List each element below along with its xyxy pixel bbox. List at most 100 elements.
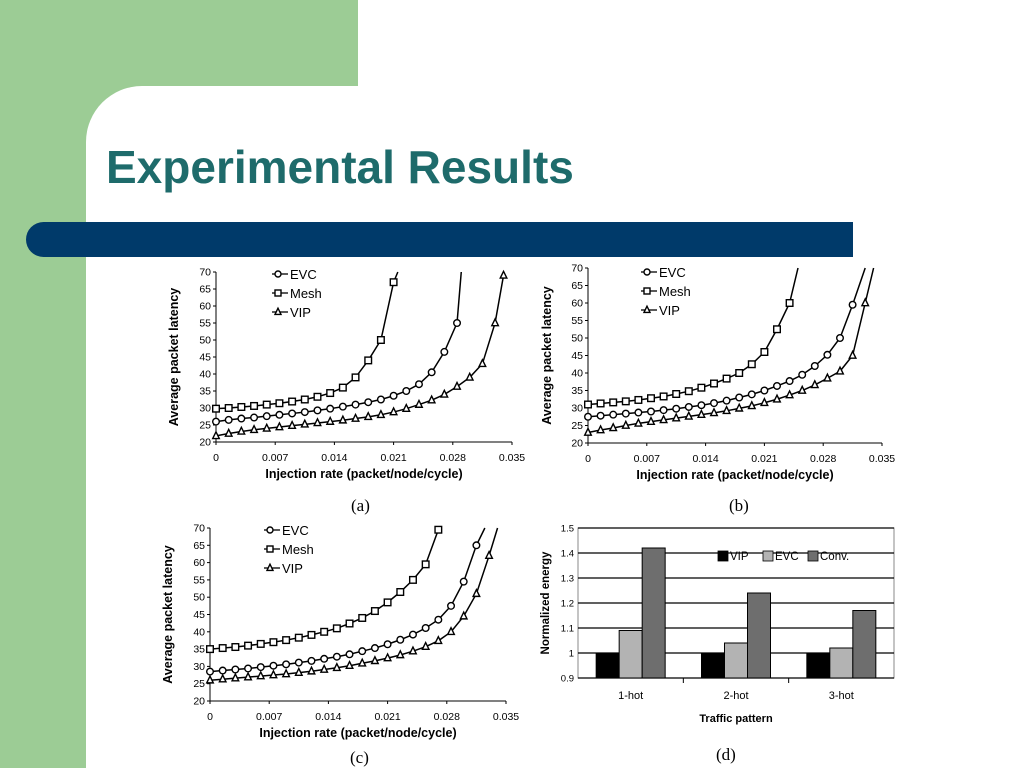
data-point-evc	[722, 396, 731, 405]
bar-vip-1-hot	[595, 652, 620, 679]
data-point-vip	[608, 422, 618, 432]
data-point-mesh	[332, 624, 341, 633]
data-point-evc	[697, 401, 706, 410]
x-tick-label: 3-hot	[829, 690, 854, 702]
data-point-evc	[313, 406, 322, 415]
data-point-mesh	[434, 525, 443, 534]
x-tick-label: 0	[207, 711, 213, 723]
y-tick-label: 30	[199, 403, 211, 415]
data-point-vip	[633, 417, 643, 427]
data-point-evc	[421, 623, 430, 632]
bar-conv-3-hot	[852, 610, 877, 679]
data-point-mesh	[364, 356, 373, 365]
x-tick-label: 0.035	[493, 711, 519, 723]
data-point-vip	[499, 269, 508, 279]
bar-conv-2-hot	[747, 592, 771, 679]
legend-marker-mesh	[643, 287, 651, 295]
data-point-vip	[722, 405, 732, 415]
data-point-evc	[332, 652, 341, 661]
data-point-evc	[408, 630, 417, 639]
data-point-evc	[358, 647, 367, 656]
data-point-vip	[446, 626, 456, 636]
data-point-evc	[453, 319, 462, 328]
y-tick-label: 55	[193, 574, 205, 586]
caption-a: (a)	[351, 496, 370, 515]
data-point-mesh	[244, 641, 253, 650]
data-point-evc	[634, 408, 643, 417]
data-point-evc	[269, 661, 278, 670]
legend-label-evc: EVC	[282, 523, 309, 538]
data-point-mesh	[722, 374, 731, 383]
caption-d: (d)	[716, 745, 736, 764]
x-tick-label: 0.007	[256, 711, 282, 723]
legend-label-evc: EVC	[775, 551, 799, 563]
data-point-vip	[747, 400, 757, 410]
x-tick-label: 0.028	[440, 452, 466, 464]
data-point-vip	[224, 427, 234, 437]
y-tick-label: 65	[199, 284, 211, 296]
y-tick-label: 30	[571, 403, 583, 415]
y-tick-label: 30	[193, 661, 205, 673]
y-tick-label: 70	[193, 523, 205, 535]
data-point-vip	[797, 384, 807, 394]
data-point-mesh	[596, 399, 605, 408]
y-tick-label: 1	[569, 649, 574, 660]
series-line-mesh	[215, 271, 399, 410]
data-point-evc	[647, 407, 656, 416]
data-point-evc	[440, 347, 449, 356]
legend-label-mesh: Mesh	[290, 286, 322, 301]
data-point-mesh	[659, 392, 668, 401]
data-point-vip	[471, 588, 481, 598]
legend-marker-mesh	[274, 289, 282, 297]
data-point-mesh	[773, 325, 782, 334]
data-point-evc	[760, 386, 769, 395]
y-tick-label: 65	[571, 280, 583, 292]
data-point-vip	[300, 418, 310, 428]
x-tick-label: 0.007	[634, 453, 660, 465]
y-axis-label: Average packet latency	[540, 286, 554, 425]
bar-vip-2-hot	[701, 652, 725, 679]
data-point-mesh	[760, 348, 769, 357]
y-tick-label: 55	[571, 315, 583, 327]
data-point-vip	[759, 397, 769, 407]
data-point-vip	[281, 668, 291, 678]
data-point-mesh	[218, 644, 227, 653]
data-point-vip	[357, 657, 367, 667]
data-point-mesh	[351, 373, 360, 382]
x-axis-label: Traffic pattern	[699, 713, 773, 725]
data-point-evc	[262, 412, 271, 421]
data-point-evc	[447, 601, 456, 610]
x-tick-label: 0.007	[262, 452, 288, 464]
y-tick-label: 1.4	[561, 549, 574, 560]
data-point-evc	[320, 654, 329, 663]
data-point-evc	[836, 334, 845, 343]
legend-label-vip: VIP	[282, 561, 303, 576]
x-tick-label: 0	[585, 453, 591, 465]
legend-label-mesh: Mesh	[659, 284, 691, 299]
data-point-mesh	[307, 630, 316, 639]
data-point-vip	[395, 649, 405, 659]
data-point-evc	[672, 404, 681, 413]
legend-label-vip: VIP	[290, 305, 311, 320]
data-point-vip	[294, 666, 304, 676]
y-axis-label: Average packet latency	[167, 288, 181, 427]
y-tick-label: 20	[571, 438, 583, 450]
y-tick-label: 25	[199, 420, 211, 432]
data-point-vip	[345, 660, 354, 670]
y-tick-label: 1.3	[561, 574, 574, 585]
legend-label-evc: EVC	[659, 265, 686, 280]
data-point-vip	[465, 371, 475, 381]
data-point-vip	[414, 398, 424, 408]
x-axis-label: Injection rate (packet/node/cycle)	[265, 467, 462, 481]
x-tick-label: 0.035	[869, 453, 895, 465]
data-point-evc	[345, 650, 354, 659]
legend-swatch-vip	[717, 550, 729, 562]
data-point-mesh	[300, 395, 309, 404]
data-point-vip	[325, 415, 335, 425]
data-point-mesh	[288, 397, 297, 406]
data-point-evc	[396, 635, 405, 644]
x-axis-label: Injection rate (packet/node/cycle)	[259, 726, 456, 740]
y-tick-label: 0.9	[561, 674, 574, 685]
y-tick-label: 35	[199, 386, 211, 398]
